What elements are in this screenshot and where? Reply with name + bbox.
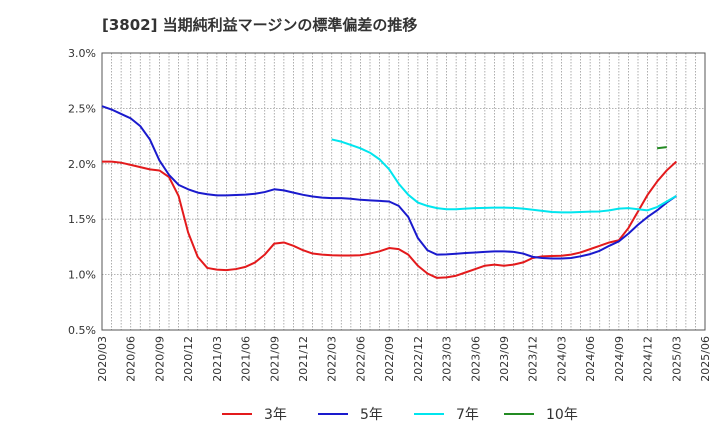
y-tick-label: 1.0%	[68, 269, 96, 282]
x-tick-label: 2020/03	[96, 336, 109, 382]
y-tick-label: 0.5%	[68, 324, 96, 337]
series-lines	[101, 105, 677, 279]
x-tick-label: 2023/12	[527, 336, 540, 382]
x-tick-label: 2024/09	[613, 336, 626, 382]
series-line-10年	[657, 146, 667, 150]
y-tick-label: 2.0%	[68, 158, 96, 171]
series-line-7年	[331, 138, 677, 214]
legend-label: 5年	[360, 407, 383, 423]
x-axis-ticks: 2020/03 2020/06 2020/09 2020/12 2021/03 2021/…	[96, 336, 712, 382]
legend-label: 7年	[456, 407, 479, 423]
series-line-3年	[102, 160, 677, 279]
x-tick-label: 2022/03	[326, 336, 339, 382]
x-tick-label: 2020/12	[182, 336, 195, 382]
x-tick-label: 2021/06	[240, 336, 253, 382]
x-tick-label: 2022/06	[354, 336, 367, 382]
x-tick-label: 2023/06	[469, 336, 482, 382]
x-tick-label: 2024/12	[642, 336, 655, 382]
y-tick-label: 3.0%	[68, 47, 96, 60]
x-tick-label: 2025/06	[699, 336, 712, 382]
x-tick-label: 2022/12	[412, 336, 425, 382]
x-tick-label: 2023/09	[498, 336, 511, 382]
x-tick-label: 2024/03	[555, 336, 568, 382]
x-tick-label: 2022/09	[383, 336, 396, 382]
x-tick-label: 2021/03	[211, 336, 224, 382]
x-tick-label: 2020/09	[153, 336, 166, 382]
x-tick-label: 2020/06	[125, 336, 138, 382]
x-tick-label: 2021/09	[268, 336, 281, 382]
legend: 3年 5年 7年 10年	[222, 407, 578, 423]
x-tick-label: 2025/03	[670, 336, 683, 382]
y-axis-ticks: 0.5% 1.0% 1.5% 2.0% 2.5% 3.0%	[68, 47, 96, 337]
chart-title: [3802] 当期純利益マージンの標準偏差の推移	[102, 16, 418, 34]
x-tick-label: 2024/06	[584, 336, 597, 382]
x-tick-label: 2023/03	[441, 336, 454, 382]
y-tick-label: 2.5%	[68, 102, 96, 115]
series-line-5年	[101, 105, 677, 260]
x-tick-label: 2021/12	[297, 336, 310, 382]
legend-label: 10年	[546, 407, 578, 423]
y-tick-label: 1.5%	[68, 213, 96, 226]
plot-border	[101, 52, 706, 331]
legend-label: 3年	[264, 407, 287, 423]
plot-background	[102, 53, 705, 330]
